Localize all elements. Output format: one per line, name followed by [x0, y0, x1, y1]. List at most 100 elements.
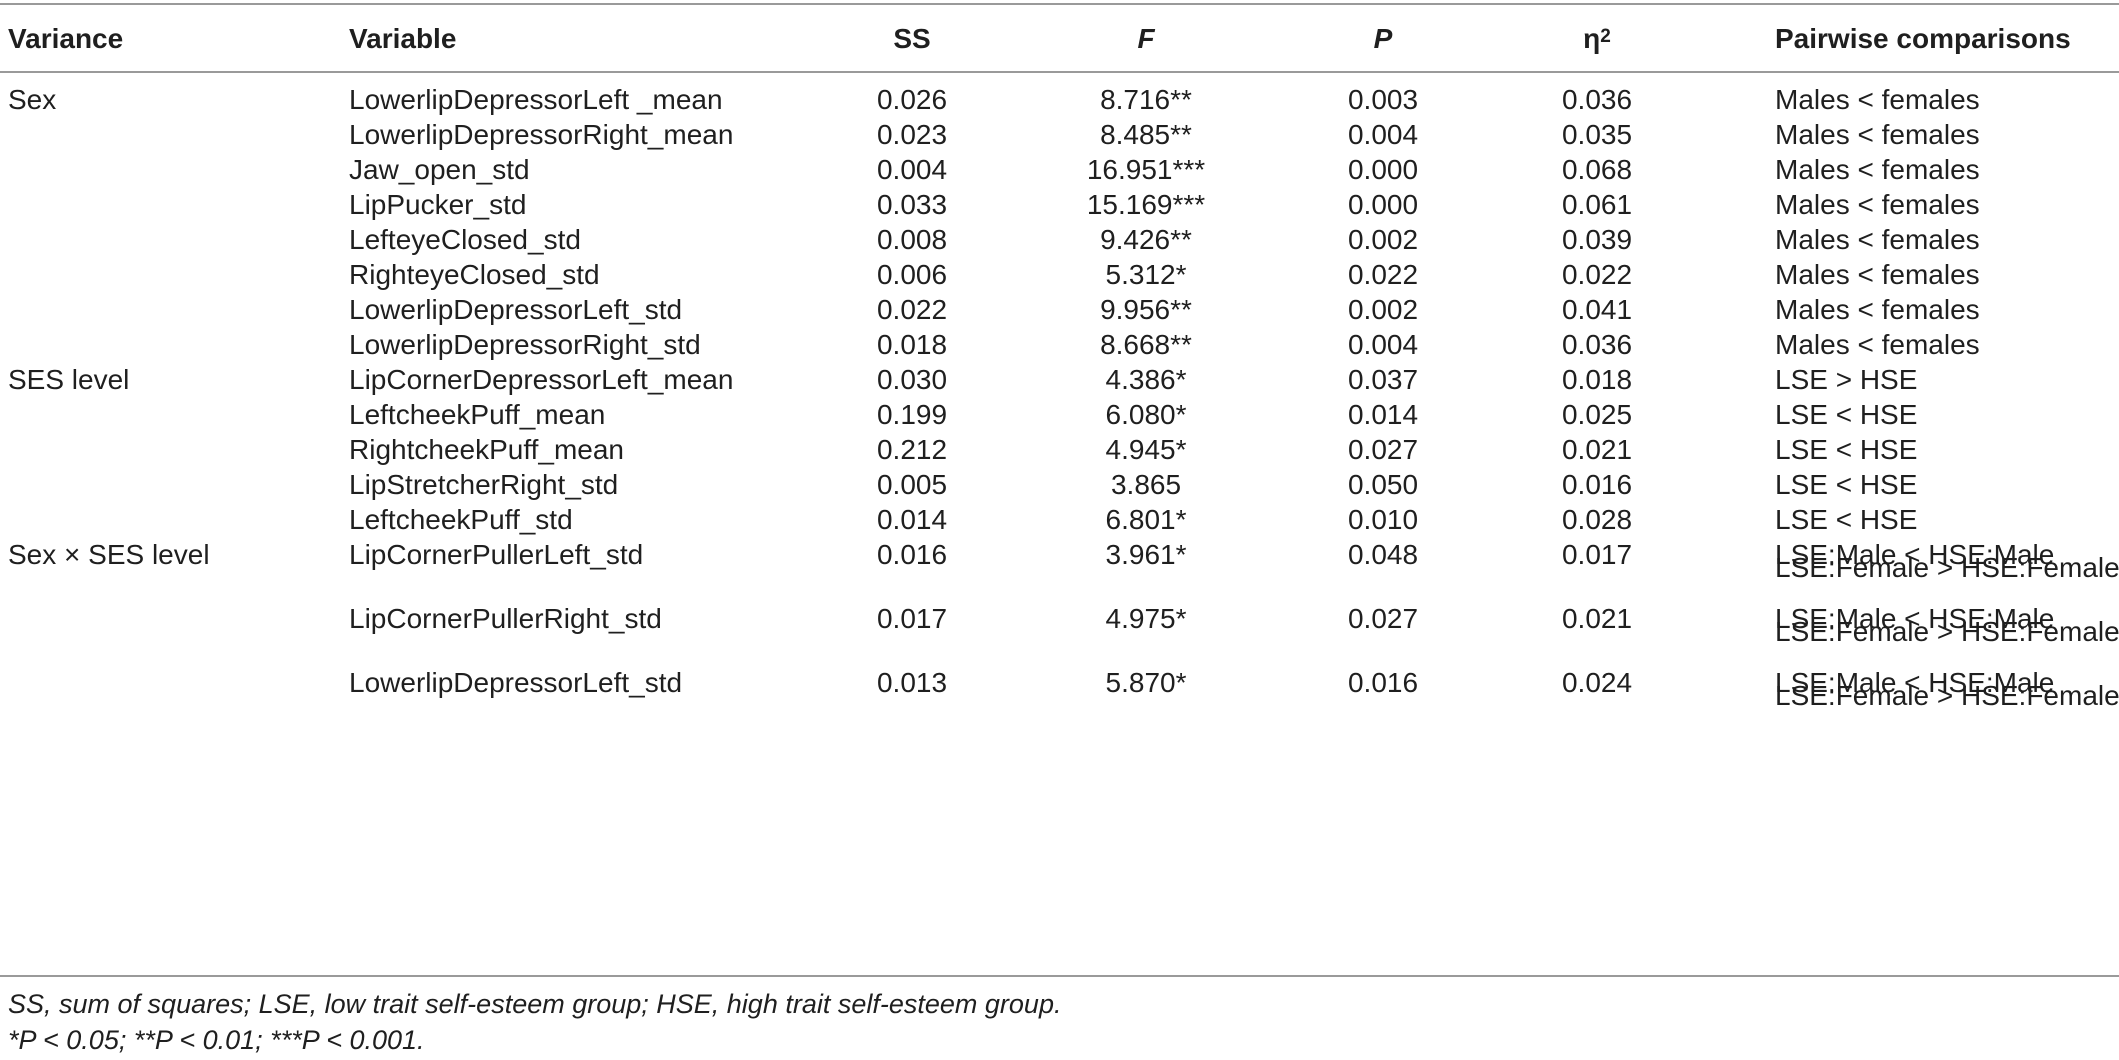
row-pairwise-line1: Males < females	[1775, 119, 1980, 150]
row-p-value: 0.022	[1347, 259, 1419, 290]
header-variance: Variance	[8, 23, 124, 54]
row-eta-squared: 0.068	[1561, 154, 1633, 185]
row-pairwise-line1: LSE:Male < HSE:Male	[1775, 539, 2055, 570]
row-pairwise-line1: LSE:Male < HSE:Male	[1775, 603, 2055, 634]
header-ss: SS	[893, 23, 931, 54]
row-f-value: 16.951***	[1086, 154, 1206, 185]
row-variance: Sex × SES level	[8, 539, 210, 570]
row-pairwise-line1: Males < females	[1775, 189, 1980, 220]
row-p-value: 0.000	[1347, 154, 1419, 185]
row-f-value: 8.668**	[1100, 329, 1192, 360]
row-eta-squared: 0.025	[1561, 399, 1633, 430]
header-eta-superscript: 2	[1600, 26, 1611, 47]
row-pairwise-line1: Males < females	[1775, 224, 1980, 255]
row-variable: LeftcheekPuff_mean	[349, 399, 606, 430]
row-f-value: 9.956**	[1100, 294, 1192, 325]
row-f-value: 15.169***	[1086, 189, 1206, 220]
row-eta-squared: 0.021	[1561, 434, 1633, 465]
row-ss: 0.018	[876, 329, 948, 360]
row-f-value: 4.386*	[1105, 364, 1187, 395]
row-pairwise-line1: LSE > HSE	[1775, 364, 1918, 395]
row-f-value: 5.870*	[1105, 667, 1187, 698]
row-eta-squared: 0.036	[1561, 329, 1633, 360]
row-variable: LipCornerPullerRight_std	[349, 603, 662, 634]
row-p-value: 0.004	[1347, 119, 1419, 150]
row-variable: LowerlipDepressorLeft_std	[349, 667, 683, 698]
row-variable: LowerlipDepressorRight_mean	[349, 119, 734, 150]
row-variable: LowerlipDepressorLeft _mean	[349, 84, 723, 115]
row-variable: LeftcheekPuff_std	[349, 504, 573, 535]
row-p-value: 0.000	[1347, 189, 1419, 220]
row-eta-squared: 0.028	[1561, 504, 1633, 535]
row-variable: LipCornerPullerLeft_std	[349, 539, 644, 570]
row-variable: LowerlipDepressorRight_std	[349, 329, 701, 360]
row-p-value: 0.003	[1347, 84, 1419, 115]
row-ss: 0.008	[876, 224, 948, 255]
row-eta-squared: 0.022	[1561, 259, 1633, 290]
row-ss: 0.014	[876, 504, 948, 535]
row-f-value: 3.961*	[1105, 539, 1187, 570]
row-variable: LipCornerDepressorLeft_mean	[349, 364, 734, 395]
row-ss: 0.030	[876, 364, 948, 395]
row-pairwise-line2: LSE:Female > HSE:Female	[1775, 552, 2119, 583]
row-f-value: 5.312*	[1105, 259, 1187, 290]
row-f-value: 3.865	[1110, 469, 1182, 500]
row-f-value: 6.801*	[1105, 504, 1187, 535]
row-p-value: 0.010	[1347, 504, 1419, 535]
row-eta-squared: 0.035	[1561, 119, 1633, 150]
row-variance: Sex	[8, 84, 57, 115]
row-p-value: 0.027	[1347, 603, 1419, 634]
row-pairwise-line1: Males < females	[1775, 154, 1980, 185]
row-eta-squared: 0.024	[1561, 667, 1633, 698]
header-f: F	[1137, 23, 1155, 54]
row-f-value: 8.716**	[1100, 84, 1192, 115]
row-ss: 0.033	[876, 189, 948, 220]
row-pairwise-line1: Males < females	[1775, 84, 1980, 115]
row-pairwise-line1: Males < females	[1775, 259, 1980, 290]
row-variable: LowerlipDepressorLeft_std	[349, 294, 683, 325]
row-pairwise-line2: LSE:Female > HSE:Female	[1775, 616, 2119, 647]
header-eta-squared: η2	[1583, 22, 1611, 56]
table-top-rule	[0, 3, 2119, 5]
row-pairwise-line1: LSE < HSE	[1775, 469, 1918, 500]
row-eta-squared: 0.017	[1561, 539, 1633, 570]
row-f-value: 9.426**	[1100, 224, 1192, 255]
row-ss: 0.023	[876, 119, 948, 150]
row-ss: 0.199	[876, 399, 948, 430]
row-pairwise-line1: LSE < HSE	[1775, 399, 1918, 430]
row-eta-squared: 0.061	[1561, 189, 1633, 220]
row-variable: RightcheekPuff_mean	[349, 434, 624, 465]
row-f-value: 4.975*	[1105, 603, 1187, 634]
row-variable: LipPucker_std	[349, 189, 527, 220]
row-eta-squared: 0.041	[1561, 294, 1633, 325]
table-header-rule	[0, 71, 2119, 73]
row-variable: LefteyeClosed_std	[349, 224, 581, 255]
row-f-value: 6.080*	[1105, 399, 1187, 430]
row-eta-squared: 0.021	[1561, 603, 1633, 634]
header-variable: Variable	[349, 23, 457, 54]
table-bottom-rule	[0, 975, 2119, 977]
header-p: P	[1373, 23, 1393, 54]
row-variable: LipStretcherRight_std	[349, 469, 619, 500]
row-p-value: 0.002	[1347, 224, 1419, 255]
row-p-value: 0.050	[1347, 469, 1419, 500]
row-pairwise-line2: LSE:Female > HSE:Female	[1775, 680, 2119, 711]
row-eta-squared: 0.018	[1561, 364, 1633, 395]
header-eta-symbol: η	[1583, 23, 1601, 54]
row-pairwise-line1: LSE < HSE	[1775, 504, 1918, 535]
row-pairwise-line1: Males < females	[1775, 329, 1980, 360]
row-p-value: 0.027	[1347, 434, 1419, 465]
row-ss: 0.017	[876, 603, 948, 634]
row-eta-squared: 0.039	[1561, 224, 1633, 255]
row-p-value: 0.002	[1347, 294, 1419, 325]
row-ss: 0.004	[876, 154, 948, 185]
row-p-value: 0.014	[1347, 399, 1419, 430]
row-ss: 0.016	[876, 539, 948, 570]
row-p-value: 0.004	[1347, 329, 1419, 360]
row-ss: 0.026	[876, 84, 948, 115]
row-pairwise-line1: Males < females	[1775, 294, 1980, 325]
row-p-value: 0.037	[1347, 364, 1419, 395]
row-ss: 0.013	[876, 667, 948, 698]
row-ss: 0.212	[876, 434, 948, 465]
row-f-value: 4.945*	[1105, 434, 1187, 465]
